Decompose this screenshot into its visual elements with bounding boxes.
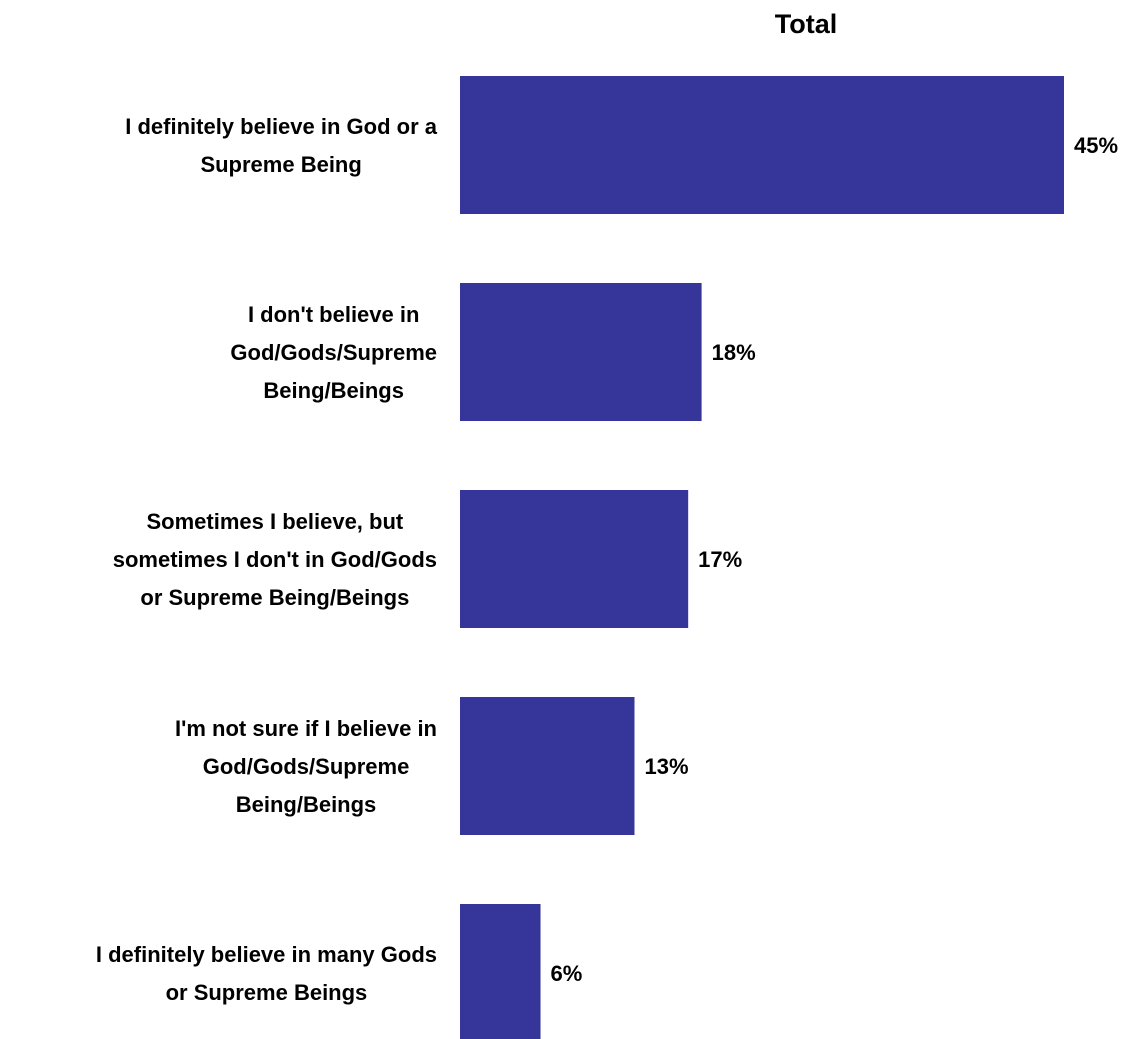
bar-1 xyxy=(460,283,702,421)
bar-2 xyxy=(460,490,689,628)
bar-3 xyxy=(460,697,635,835)
category-label-line: I'm not sure if I believe in xyxy=(175,716,437,741)
data-labels-group: 45% 18% 17% 13% 6% xyxy=(551,133,1119,986)
bars-group xyxy=(460,76,1064,1039)
category-label-line: or Supreme Beings xyxy=(166,980,368,1005)
category-label-1: I don't believe in God/Gods/Supreme Being/… xyxy=(230,302,437,403)
category-label-line: or Supreme Being/Beings xyxy=(140,585,409,610)
category-label-line: God/Gods/Supreme xyxy=(203,754,410,779)
category-label-3: I'm not sure if I believe in God/Gods/Sup… xyxy=(175,716,437,817)
category-labels-group: I definitely believe in God or a Supreme … xyxy=(96,114,438,1005)
data-label-2: 17% xyxy=(698,547,742,572)
data-label-3: 13% xyxy=(644,754,688,779)
bar-4 xyxy=(460,904,541,1039)
category-label-line: I definitely believe in God or a xyxy=(125,114,438,139)
category-label-line: God/Gods/Supreme xyxy=(230,340,437,365)
category-label-2: Sometimes I believe, but sometimes I don'… xyxy=(113,509,437,610)
data-label-1: 18% xyxy=(712,340,756,365)
category-label-line: sometimes I don't in God/Gods xyxy=(113,547,437,572)
category-label-line: I definitely believe in many Gods xyxy=(96,942,437,967)
chart-title: Total xyxy=(775,9,838,39)
bar-0 xyxy=(460,76,1064,214)
category-label-4: I definitely believe in many Gods or Supr… xyxy=(96,942,437,1005)
category-label-line: Being/Beings xyxy=(263,378,404,403)
category-label-0: I definitely believe in God or a Supreme … xyxy=(125,114,438,177)
category-label-line: Being/Beings xyxy=(236,792,377,817)
data-label-0: 45% xyxy=(1074,133,1118,158)
category-label-line: Sometimes I believe, but xyxy=(146,509,403,534)
category-label-line: I don't believe in xyxy=(248,302,419,327)
category-label-line: Supreme Being xyxy=(200,152,361,177)
data-label-4: 6% xyxy=(551,961,583,986)
